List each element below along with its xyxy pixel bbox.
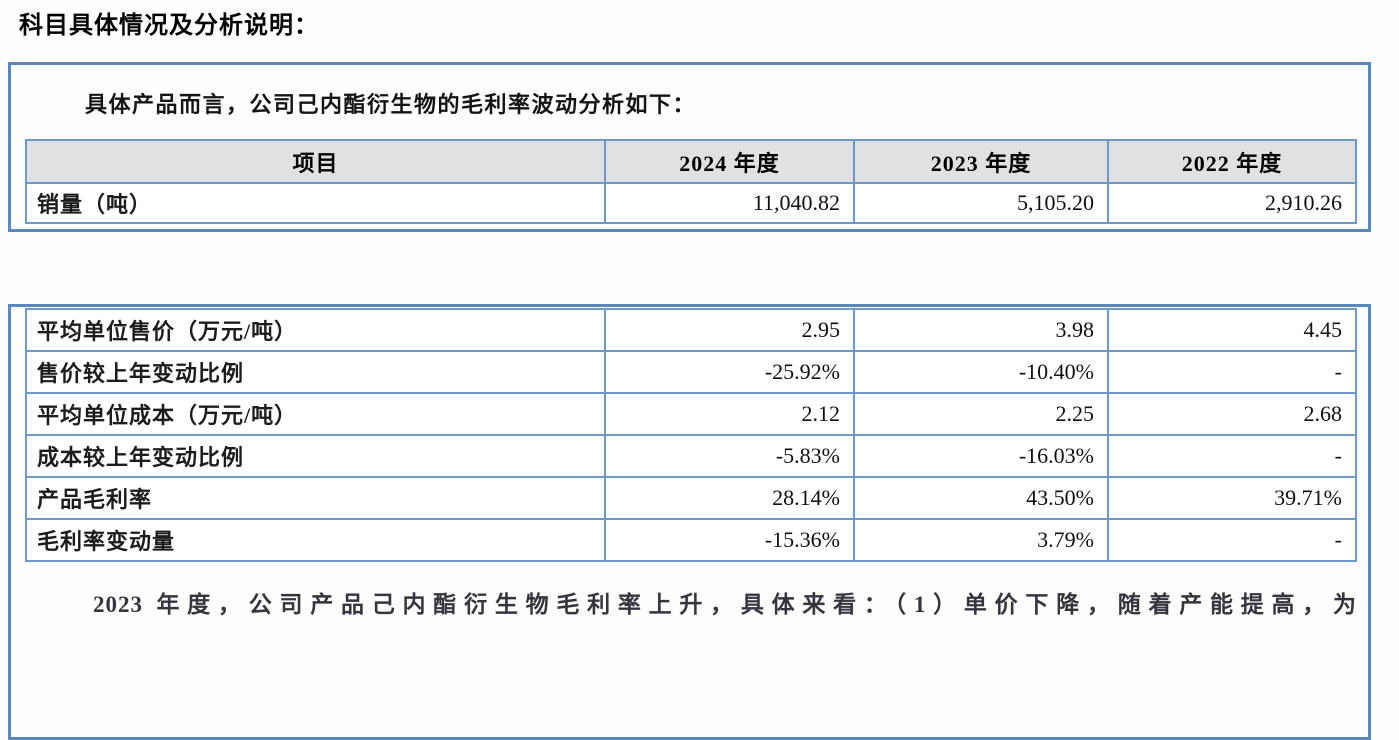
value-2022: -: [1107, 434, 1357, 478]
row-label: 售价较上年变动比例: [25, 350, 606, 394]
col-header-item: 项目: [25, 139, 606, 184]
section-box-margin-analysis: 平均单位售价（万元/吨） 2.95 3.98 4.45 售价较上年变动比例 -2…: [8, 304, 1371, 740]
page-title: 科目具体情况及分析说明：: [19, 12, 319, 39]
value-2023: 3.98: [853, 308, 1109, 352]
value-2024: -15.36%: [604, 518, 855, 562]
section-box-summary: 具体产品而言，公司己内酯衍生物的毛利率波动分析如下： 项目 2024 年度 20…: [8, 62, 1371, 232]
volume-table: 项目 2024 年度 2023 年度 2022 年度 销量（吨） 11,040.…: [25, 139, 1357, 224]
value-2024: 11,040.82: [604, 182, 855, 224]
value-2022: -: [1107, 518, 1357, 562]
col-header-2022: 2022 年度: [1107, 139, 1357, 184]
analysis-paragraph-truncated: 2023 年度，公司产品己内酯衍生物毛利率上升，具体来看：（1）单价下降，随着产…: [93, 592, 1357, 617]
value-2024: 28.14%: [604, 476, 855, 520]
table-row-gross-margin: 产品毛利率 28.14% 43.50% 39.71%: [25, 476, 1357, 520]
row-label: 平均单位成本（万元/吨）: [25, 392, 606, 436]
value-2022: -: [1107, 350, 1357, 394]
value-2023: 5,105.20: [853, 182, 1109, 224]
value-2023: -16.03%: [853, 434, 1109, 478]
value-2023: -10.40%: [853, 350, 1109, 394]
table-row-avg-cost: 平均单位成本（万元/吨） 2.12 2.25 2.68: [25, 392, 1357, 436]
value-2023: 2.25: [853, 392, 1109, 436]
value-2023: 3.79%: [853, 518, 1109, 562]
value-2022: 2,910.26: [1107, 182, 1357, 224]
row-label: 毛利率变动量: [25, 518, 606, 562]
row-label: 销量（吨）: [25, 182, 606, 224]
col-header-2023: 2023 年度: [853, 139, 1109, 184]
value-2024: 2.12: [604, 392, 855, 436]
table-row-price-change: 售价较上年变动比例 -25.92% -10.40% -: [25, 350, 1357, 394]
table-row-margin-change: 毛利率变动量 -15.36% 3.79% -: [25, 518, 1357, 562]
row-label: 平均单位售价（万元/吨）: [25, 308, 606, 352]
value-2024: 2.95: [604, 308, 855, 352]
document-page: { "page": { "title": "科目具体情况及分析说明：" }, "…: [8, 12, 1371, 740]
table-row-avg-price: 平均单位售价（万元/吨） 2.95 3.98 4.45: [25, 308, 1357, 352]
value-2024: -25.92%: [604, 350, 855, 394]
table-row-cost-change: 成本较上年变动比例 -5.83% -16.03% -: [25, 434, 1357, 478]
value-2022: 2.68: [1107, 392, 1357, 436]
value-2022: 4.45: [1107, 308, 1357, 352]
value-2022: 39.71%: [1107, 476, 1357, 520]
value-2024: -5.83%: [604, 434, 855, 478]
row-label: 产品毛利率: [25, 476, 606, 520]
row-label: 成本较上年变动比例: [25, 434, 606, 478]
col-header-2024: 2024 年度: [604, 139, 855, 184]
table-header-row: 项目 2024 年度 2023 年度 2022 年度: [25, 139, 1357, 184]
table-row-sales-volume: 销量（吨） 11,040.82 5,105.20 2,910.26: [25, 182, 1357, 224]
margin-table: 平均单位售价（万元/吨） 2.95 3.98 4.45 售价较上年变动比例 -2…: [25, 308, 1357, 562]
intro-paragraph: 具体产品而言，公司己内酯衍生物的毛利率波动分析如下：: [85, 92, 697, 117]
value-2023: 43.50%: [853, 476, 1109, 520]
